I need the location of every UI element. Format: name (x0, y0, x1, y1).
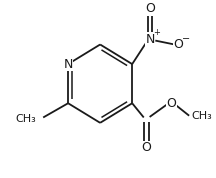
Text: O: O (141, 141, 151, 154)
Text: CH₃: CH₃ (15, 114, 36, 124)
Text: O: O (173, 38, 183, 51)
Text: N: N (145, 33, 155, 46)
Text: CH₃: CH₃ (191, 111, 212, 121)
Text: O: O (145, 2, 155, 15)
Text: N: N (64, 57, 73, 71)
Text: O: O (166, 97, 176, 110)
Text: +: + (153, 28, 160, 37)
Text: −: − (181, 34, 190, 44)
